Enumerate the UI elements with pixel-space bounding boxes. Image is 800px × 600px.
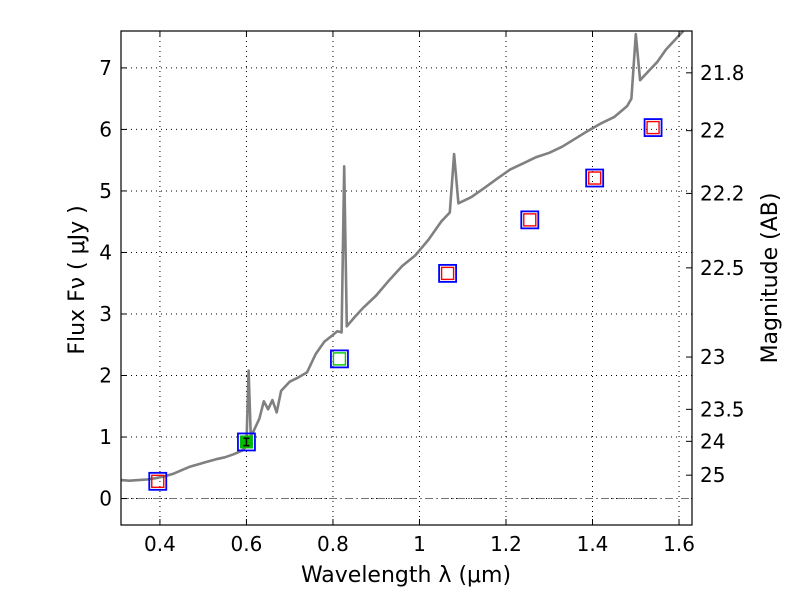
x-tick-label: 1.6 [663, 532, 695, 556]
x-tick-label: 0.6 [231, 532, 263, 556]
spectrum-line [120, 30, 685, 482]
right-tick-label: 22.2 [700, 181, 745, 205]
photometry-box-outer [520, 210, 540, 230]
y-tick-label: 7 [99, 56, 112, 80]
photometry-box-outer [237, 432, 256, 452]
photometry-points [148, 118, 663, 491]
x-axis-ticks: 0.4 0.6 0.8 1 1.2 1.4 1.6 [144, 31, 695, 556]
y-tick-label: 6 [99, 117, 112, 141]
y-axis-ticks: 0 1 2 3 4 5 6 7 [99, 56, 127, 511]
photometry-point [643, 118, 663, 137]
right-axis-ticks: 21.8 22 22.2 22.5 23 23.5 24 25 [686, 61, 745, 487]
x-axis-label: Wavelength λ (μm) [301, 563, 511, 588]
photometry-point [520, 210, 540, 230]
photometry-point [148, 471, 168, 491]
right-tick-label: 23 [700, 345, 725, 369]
right-tick-label: 21.8 [700, 61, 745, 85]
right-tick-label: 24 [700, 429, 725, 453]
photometry-box-inner [523, 213, 537, 227]
photometry-box-inner [332, 352, 347, 366]
y-tick-label: 0 [99, 487, 112, 511]
x-tick-label: 1.2 [490, 532, 522, 556]
right-tick-label: 23.5 [700, 397, 745, 421]
photometry-box-outer [585, 168, 605, 188]
x-tick-label: 0.4 [144, 532, 176, 556]
y-tick-label: 4 [99, 240, 112, 264]
x-tick-label: 1 [413, 532, 426, 556]
photometry-point [438, 263, 457, 283]
right-tick-label: 25 [700, 463, 725, 487]
photometry-box-outer [148, 471, 168, 491]
y-tick-label: 3 [99, 302, 112, 326]
photometry-box-outer [330, 349, 349, 369]
grid-lines [121, 31, 692, 525]
photometry-box-inner [646, 120, 660, 135]
photometry-box-inner [587, 171, 602, 185]
y-tick-label: 1 [99, 425, 112, 449]
photometry-box-outer [438, 263, 457, 283]
photometry-point [237, 432, 256, 452]
y-tick-label: 5 [99, 179, 112, 203]
x-tick-label: 0.8 [317, 532, 349, 556]
photometry-point [330, 349, 349, 369]
right-tick-label: 22.5 [700, 256, 745, 280]
y-axis-label: Flux Fν ( μJy ) [65, 205, 90, 354]
plot-frame [120, 30, 693, 526]
spectrum-series [120, 30, 685, 482]
right-tick-label: 22 [700, 119, 725, 143]
x-tick-label: 1.4 [577, 532, 609, 556]
y-tick-label: 2 [99, 364, 112, 388]
right-axis-label: Magnitude (AB) [758, 193, 783, 364]
photometry-box-inner [151, 474, 165, 489]
photometry-box-inner [440, 266, 455, 281]
photometry-point [585, 168, 605, 188]
photometry-box-outer [643, 118, 663, 137]
